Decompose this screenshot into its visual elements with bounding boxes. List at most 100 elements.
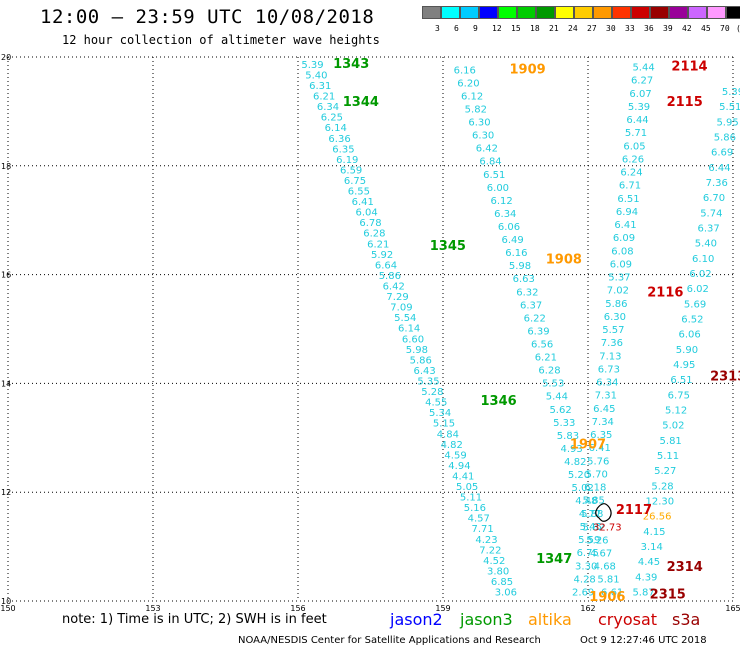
swh-value: 5.98 <box>509 261 531 272</box>
swh-value: 5.02 <box>662 421 684 432</box>
swh-value: 5.05 <box>456 482 478 493</box>
scale-swatch <box>669 6 688 19</box>
y-tick-label: 14 <box>1 379 11 388</box>
swh-value: 6.27 <box>631 76 653 87</box>
swh-value: 5.15 <box>433 419 455 430</box>
scale-swatch <box>460 6 479 19</box>
chart-subtitle: 12 hour collection of altimeter wave hei… <box>62 33 380 47</box>
swh-value: 6.21 <box>535 353 557 364</box>
swh-value: 4.77 <box>579 509 601 520</box>
swh-value: 7.71 <box>472 524 494 535</box>
scale-label: 70 <box>720 24 730 33</box>
pass-number-label: 2115 <box>667 95 703 110</box>
swh-value: 6.31 <box>309 81 331 92</box>
swh-value: 5.70 <box>586 469 608 480</box>
swh-value: 5.95 <box>716 117 738 128</box>
scale-swatch <box>498 6 517 19</box>
credit-line: NOAA/NESDIS Center for Satellite Applica… <box>238 635 541 646</box>
pass-number-label: 1344 <box>343 95 379 110</box>
scale-label: 39 <box>663 24 673 33</box>
swh-value: 6.43 <box>414 366 436 377</box>
swh-value: 5.28 <box>421 387 443 398</box>
swh-value: 6.07 <box>629 89 651 100</box>
swh-value: 6.52 <box>681 315 703 326</box>
swh-value: 6.69 <box>711 148 733 159</box>
footer-note: note: 1) Time is in UTC; 2) SWH is in fe… <box>62 612 327 627</box>
swh-value: 7.36 <box>601 338 623 349</box>
swh-value: 5.92 <box>371 250 393 261</box>
swh-value: 7.09 <box>390 303 412 314</box>
swh-value: 4.84 <box>437 429 459 440</box>
swh-value: 5.33 <box>553 418 575 429</box>
scale-swatch <box>688 6 707 19</box>
swh-value: 5.51 <box>719 102 740 113</box>
scale-swatch <box>536 6 555 19</box>
swh-value: 5.39 <box>628 102 650 113</box>
pass-number-label: 1907 <box>570 438 606 453</box>
swh-value: 4.45 <box>638 557 660 568</box>
swh-value: 6.71 <box>619 181 641 192</box>
swh-value: 6.55 <box>348 187 370 198</box>
scale-swatch <box>612 6 631 19</box>
swh-value: 6.64 <box>375 260 397 271</box>
swh-value: 5.98 <box>406 345 428 356</box>
scale-label: 45 <box>701 24 711 33</box>
scale-label: 15 <box>511 24 521 33</box>
swh-value: 6.24 <box>620 168 642 179</box>
swh-value: 4.15 <box>643 527 665 538</box>
swh-value: 5.26 <box>586 535 608 546</box>
swh-value: 3.06 <box>495 588 517 599</box>
swh-value: 5.57 <box>602 325 624 336</box>
swh-value: 5.11 <box>657 451 679 462</box>
swh-value: 6.75 <box>577 548 599 559</box>
swh-value: 6.41 <box>614 220 636 231</box>
scale-label: 21 <box>549 24 559 33</box>
swh-value: 5.39 <box>301 60 323 71</box>
swh-value: 6.30 <box>468 118 490 129</box>
swh-value: 5.62 <box>549 405 571 416</box>
swh-value: 6.06 <box>498 222 520 233</box>
swh-value: 5.82 <box>465 104 487 115</box>
satellite-legend-altika: altika <box>528 610 572 629</box>
scale-swatch <box>631 6 650 19</box>
swh-value: 6.12 <box>461 91 483 102</box>
x-tick-label: 162 <box>580 604 595 613</box>
swh-value: 6.59 <box>340 165 362 176</box>
swh-value: 6.05 <box>623 141 645 152</box>
swh-value: 5.69 <box>684 299 706 310</box>
swh-value: 6.28 <box>363 229 385 240</box>
swh-value: 7.13 <box>599 351 621 362</box>
axis-tick-labels: 150 153 156 159 162 165 10 12 14 16 18 20 <box>0 53 740 613</box>
swh-value: 5.44 <box>546 392 568 403</box>
scale-label: 24 <box>568 24 578 33</box>
satellite-legend-s3a: s3a <box>672 610 701 629</box>
scale-swatch <box>441 6 460 19</box>
x-tick-label: 150 <box>0 604 15 613</box>
swh-value: 6.28 <box>538 366 560 377</box>
swh-value: 6.51 <box>617 194 639 205</box>
satellite-legend-jason2: jason2 <box>390 610 443 629</box>
swh-value: 6.34 <box>494 209 516 220</box>
swh-value: 6.61 <box>601 588 623 599</box>
swh-value: 6.51 <box>483 170 505 181</box>
swh-value: 4.82 <box>564 457 586 468</box>
swh-value: 5.40 <box>695 239 717 250</box>
pass-number-label: 1345 <box>430 239 466 254</box>
swh-value: 6.70 <box>703 193 725 204</box>
pass-number-label: 1908 <box>546 253 582 268</box>
swh-value: 6.94 <box>616 207 638 218</box>
scale-swatch <box>707 6 726 19</box>
pass-number-label: 1347 <box>536 552 572 567</box>
contour-blob <box>595 503 612 522</box>
scale-label: 30 <box>606 24 616 33</box>
x-tick-label: 159 <box>435 604 450 613</box>
swh-value: 6.02 <box>689 269 711 280</box>
swh-value: 4.39 <box>635 572 657 583</box>
swh-value: 3.80 <box>487 566 509 577</box>
swh-value: 5.27 <box>654 466 676 477</box>
swh-value: 6.75 <box>344 176 366 187</box>
swh-value: 4.52 <box>483 556 505 567</box>
swh-value: 7.29 <box>386 292 408 303</box>
scale-label: 36 <box>644 24 654 33</box>
swh-value: 5.86 <box>605 299 627 310</box>
